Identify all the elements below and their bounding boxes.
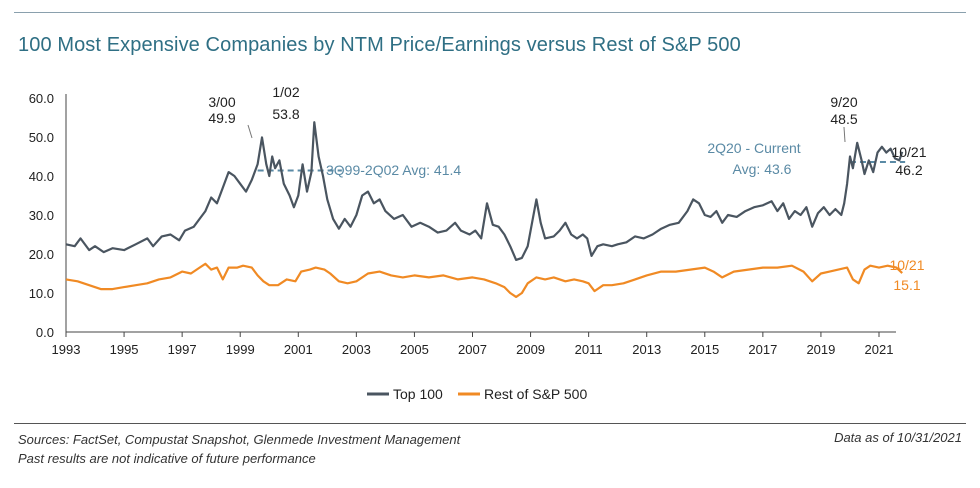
x-tick-label: 2009 (516, 342, 545, 357)
x-tick-label: 2011 (575, 342, 603, 357)
series-line-rest-of-sp500 (65, 262, 903, 298)
y-tick-label: 10.0 (29, 286, 54, 301)
y-tick-label: 20.0 (29, 247, 54, 262)
x-tick-label: 2007 (458, 342, 487, 357)
x-tick-label: 1995 (110, 342, 139, 357)
data-as-of-note: Data as of 10/31/2021 (834, 430, 962, 445)
y-tick-label: 50.0 (29, 130, 54, 145)
x-tick-label: 2017 (748, 342, 777, 357)
top-divider (14, 12, 966, 13)
peak-value-label-49-9: 49.9 (208, 110, 235, 126)
y-tick-label: 60.0 (29, 91, 54, 106)
disclaimer-note: Past results are not indicative of futur… (18, 451, 316, 466)
y-tick-label: 0.0 (36, 325, 54, 340)
leader-line-9-20 (843, 126, 846, 143)
peak-value-label-48-5: 48.5 (830, 111, 857, 127)
peak-date-label-1-02: 1/02 (272, 84, 299, 100)
x-tick-label: 2013 (632, 342, 661, 357)
sources-note: Sources: FactSet, Compustat Snapshot, Gl… (18, 432, 461, 447)
y-tick-label: 40.0 (29, 169, 54, 184)
chart-title: 100 Most Expensive Companies by NTM Pric… (18, 34, 741, 56)
x-tick-label: 2001 (284, 342, 313, 357)
x-tick-label: 1997 (168, 342, 197, 357)
legend-label-rest: Rest of S&P 500 (484, 386, 587, 402)
avg-label-2020-line2: Avg: 43.6 (733, 161, 792, 177)
avg-label-2020-line1: 2Q20 - Current (707, 140, 800, 156)
x-tick-label: 2019 (806, 342, 835, 357)
peak-date-label-3-00: 3/00 (208, 94, 235, 110)
peak-date-label-9-20: 9/20 (830, 94, 857, 110)
x-tick-label: 2015 (690, 342, 719, 357)
x-tick-label: 1993 (52, 342, 81, 357)
leader-line-3-00 (247, 124, 253, 139)
end-value-label-top100: 46.2 (895, 162, 922, 178)
legend-label-top-100: Top 100 (393, 386, 443, 402)
bottom-divider (14, 423, 966, 424)
avg-label-1999-2002: 3Q99-2Q02 Avg: 41.4 (326, 162, 461, 178)
end-date-label-rest: 10/21 (889, 257, 924, 273)
footer-notes: Sources: FactSet, Compustat Snapshot, Gl… (18, 430, 460, 468)
x-tick-label: 2005 (400, 342, 429, 357)
peak-value-label-53-8: 53.8 (272, 106, 299, 122)
x-tick-label: 2021 (865, 342, 894, 357)
end-value-label-rest: 15.1 (893, 277, 920, 293)
y-tick-label: 30.0 (29, 208, 54, 223)
end-date-label-top100: 10/21 (891, 144, 926, 160)
x-tick-label: 1999 (226, 342, 255, 357)
series-line-top-100 (65, 121, 904, 261)
x-tick-label: 2003 (342, 342, 371, 357)
